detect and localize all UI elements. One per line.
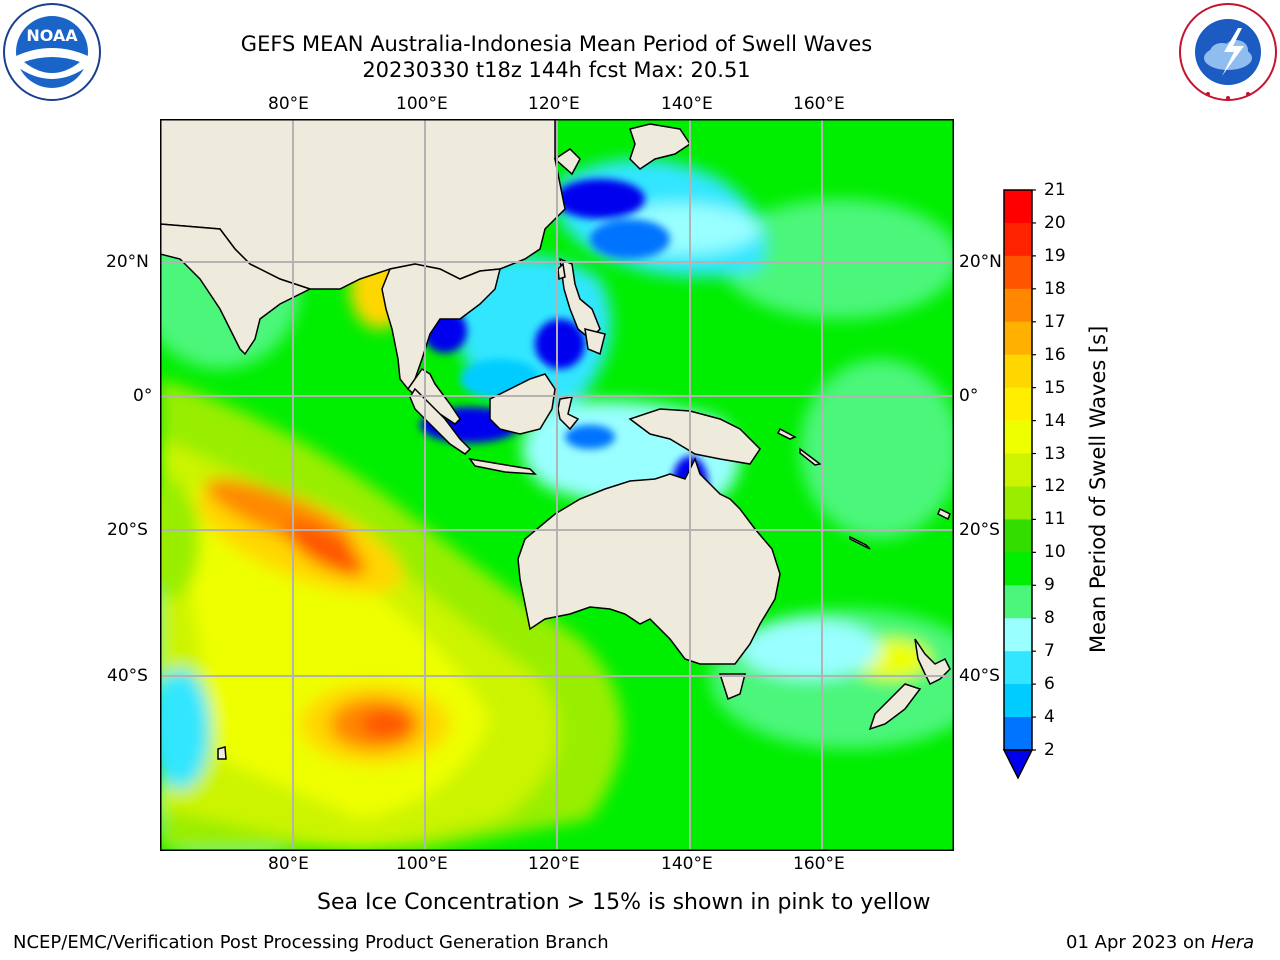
colorbar-segment bbox=[1004, 420, 1032, 455]
colorbar-label: 13 bbox=[1044, 443, 1066, 464]
run-date: 01 Apr 2023 on Hera bbox=[1066, 932, 1254, 953]
colorbar-title: Mean Period of Swell Waves [s] bbox=[1086, 325, 1110, 653]
lat-tick-right-40s: 40°S bbox=[959, 666, 1000, 686]
lat-tick-right-20n: 20°N bbox=[959, 252, 1002, 272]
colorbar-label: 11 bbox=[1044, 509, 1066, 530]
lat-tick-left-20n: 20°N bbox=[106, 252, 149, 272]
noaa-logo: NOAA bbox=[3, 3, 101, 101]
colorbar-label: 17 bbox=[1044, 311, 1066, 332]
colorbar-extend-triangle bbox=[1002, 749, 1034, 780]
lon-tick-bottom-160e: 160°E bbox=[793, 854, 845, 874]
lat-tick-right-20s: 20°S bbox=[959, 520, 1000, 540]
colorbar-segment bbox=[1004, 321, 1032, 356]
colorbar-segment bbox=[1004, 684, 1032, 718]
lon-tick-bottom-140e: 140°E bbox=[661, 854, 713, 874]
colorbar-label: 20 bbox=[1044, 212, 1066, 233]
colorbar-segment bbox=[1004, 519, 1032, 553]
graticule bbox=[160, 119, 954, 851]
colorbar-segment bbox=[1004, 354, 1032, 389]
colorbar-label: 14 bbox=[1044, 410, 1066, 431]
lat-tick-right-0: 0° bbox=[959, 386, 979, 406]
colorbar-label: 8 bbox=[1044, 608, 1055, 629]
lon-tick-bottom-100e: 100°E bbox=[396, 854, 448, 874]
lat-tick-left-0: 0° bbox=[133, 386, 153, 406]
lon-tick-top-160e: 160°E bbox=[793, 94, 845, 114]
colorbar-segment bbox=[1004, 387, 1032, 422]
colorbar-label: 7 bbox=[1044, 641, 1055, 662]
run-date-text: 01 Apr 2023 on bbox=[1066, 932, 1212, 953]
colorbar-segment bbox=[1004, 585, 1032, 619]
colorbar-segment bbox=[1004, 651, 1032, 685]
producer-credit: NCEP/EMC/Verification Post Processing Pr… bbox=[13, 932, 609, 953]
colorbar bbox=[1002, 189, 1036, 780]
colorbar-label: 9 bbox=[1044, 575, 1055, 596]
colorbar-label: 21 bbox=[1044, 180, 1066, 200]
colorbar-label: 2 bbox=[1044, 740, 1055, 760]
colorbar-label: 18 bbox=[1044, 278, 1066, 299]
colorbar-label: 15 bbox=[1044, 377, 1066, 398]
lat-tick-left-40s: 40°S bbox=[107, 666, 148, 686]
chart-title-line2: 20230330 t18z 144h fcst Max: 20.51 bbox=[362, 58, 751, 82]
colorbar-segment bbox=[1004, 717, 1032, 751]
map-frame bbox=[160, 119, 954, 851]
lon-tick-top-100e: 100°E bbox=[396, 94, 448, 114]
colorbar-label: 19 bbox=[1044, 245, 1066, 266]
colorbar-segment bbox=[1004, 288, 1032, 323]
colorbar-label: 12 bbox=[1044, 476, 1066, 497]
colorbar-frame bbox=[1003, 189, 1033, 751]
colorbar-label: 16 bbox=[1044, 344, 1066, 365]
colorbar-label: 10 bbox=[1044, 542, 1066, 563]
noaa-logo-text: NOAA bbox=[26, 26, 78, 45]
colorbar-label: 6 bbox=[1044, 674, 1055, 695]
lon-tick-bottom-80e: 80°E bbox=[268, 854, 309, 874]
colorbar-segment bbox=[1004, 190, 1032, 224]
colorbar-segment bbox=[1004, 618, 1032, 652]
colorbar-segment bbox=[1004, 255, 1032, 290]
colorbar-segment bbox=[1004, 552, 1032, 586]
lon-tick-top-80e: 80°E bbox=[268, 94, 309, 114]
sea-ice-note: Sea Ice Concentration > 15% is shown in … bbox=[317, 890, 931, 915]
colorbar-label: 4 bbox=[1044, 707, 1055, 728]
lat-tick-left-20s: 20°S bbox=[107, 520, 148, 540]
machine-name: Hera bbox=[1211, 932, 1255, 953]
colorbar-segment bbox=[1004, 453, 1032, 487]
colorbar-segment bbox=[1004, 486, 1032, 520]
land bbox=[160, 119, 951, 760]
nws-logo bbox=[1179, 3, 1277, 101]
colorbar-segment bbox=[1004, 222, 1032, 257]
chart-title-line1: GEFS MEAN Australia-Indonesia Mean Perio… bbox=[240, 32, 873, 56]
lon-tick-bottom-120e: 120°E bbox=[528, 854, 580, 874]
lon-tick-top-140e: 140°E bbox=[661, 94, 713, 114]
lon-tick-top-120e: 120°E bbox=[528, 94, 580, 114]
swell-period-map bbox=[160, 119, 954, 851]
